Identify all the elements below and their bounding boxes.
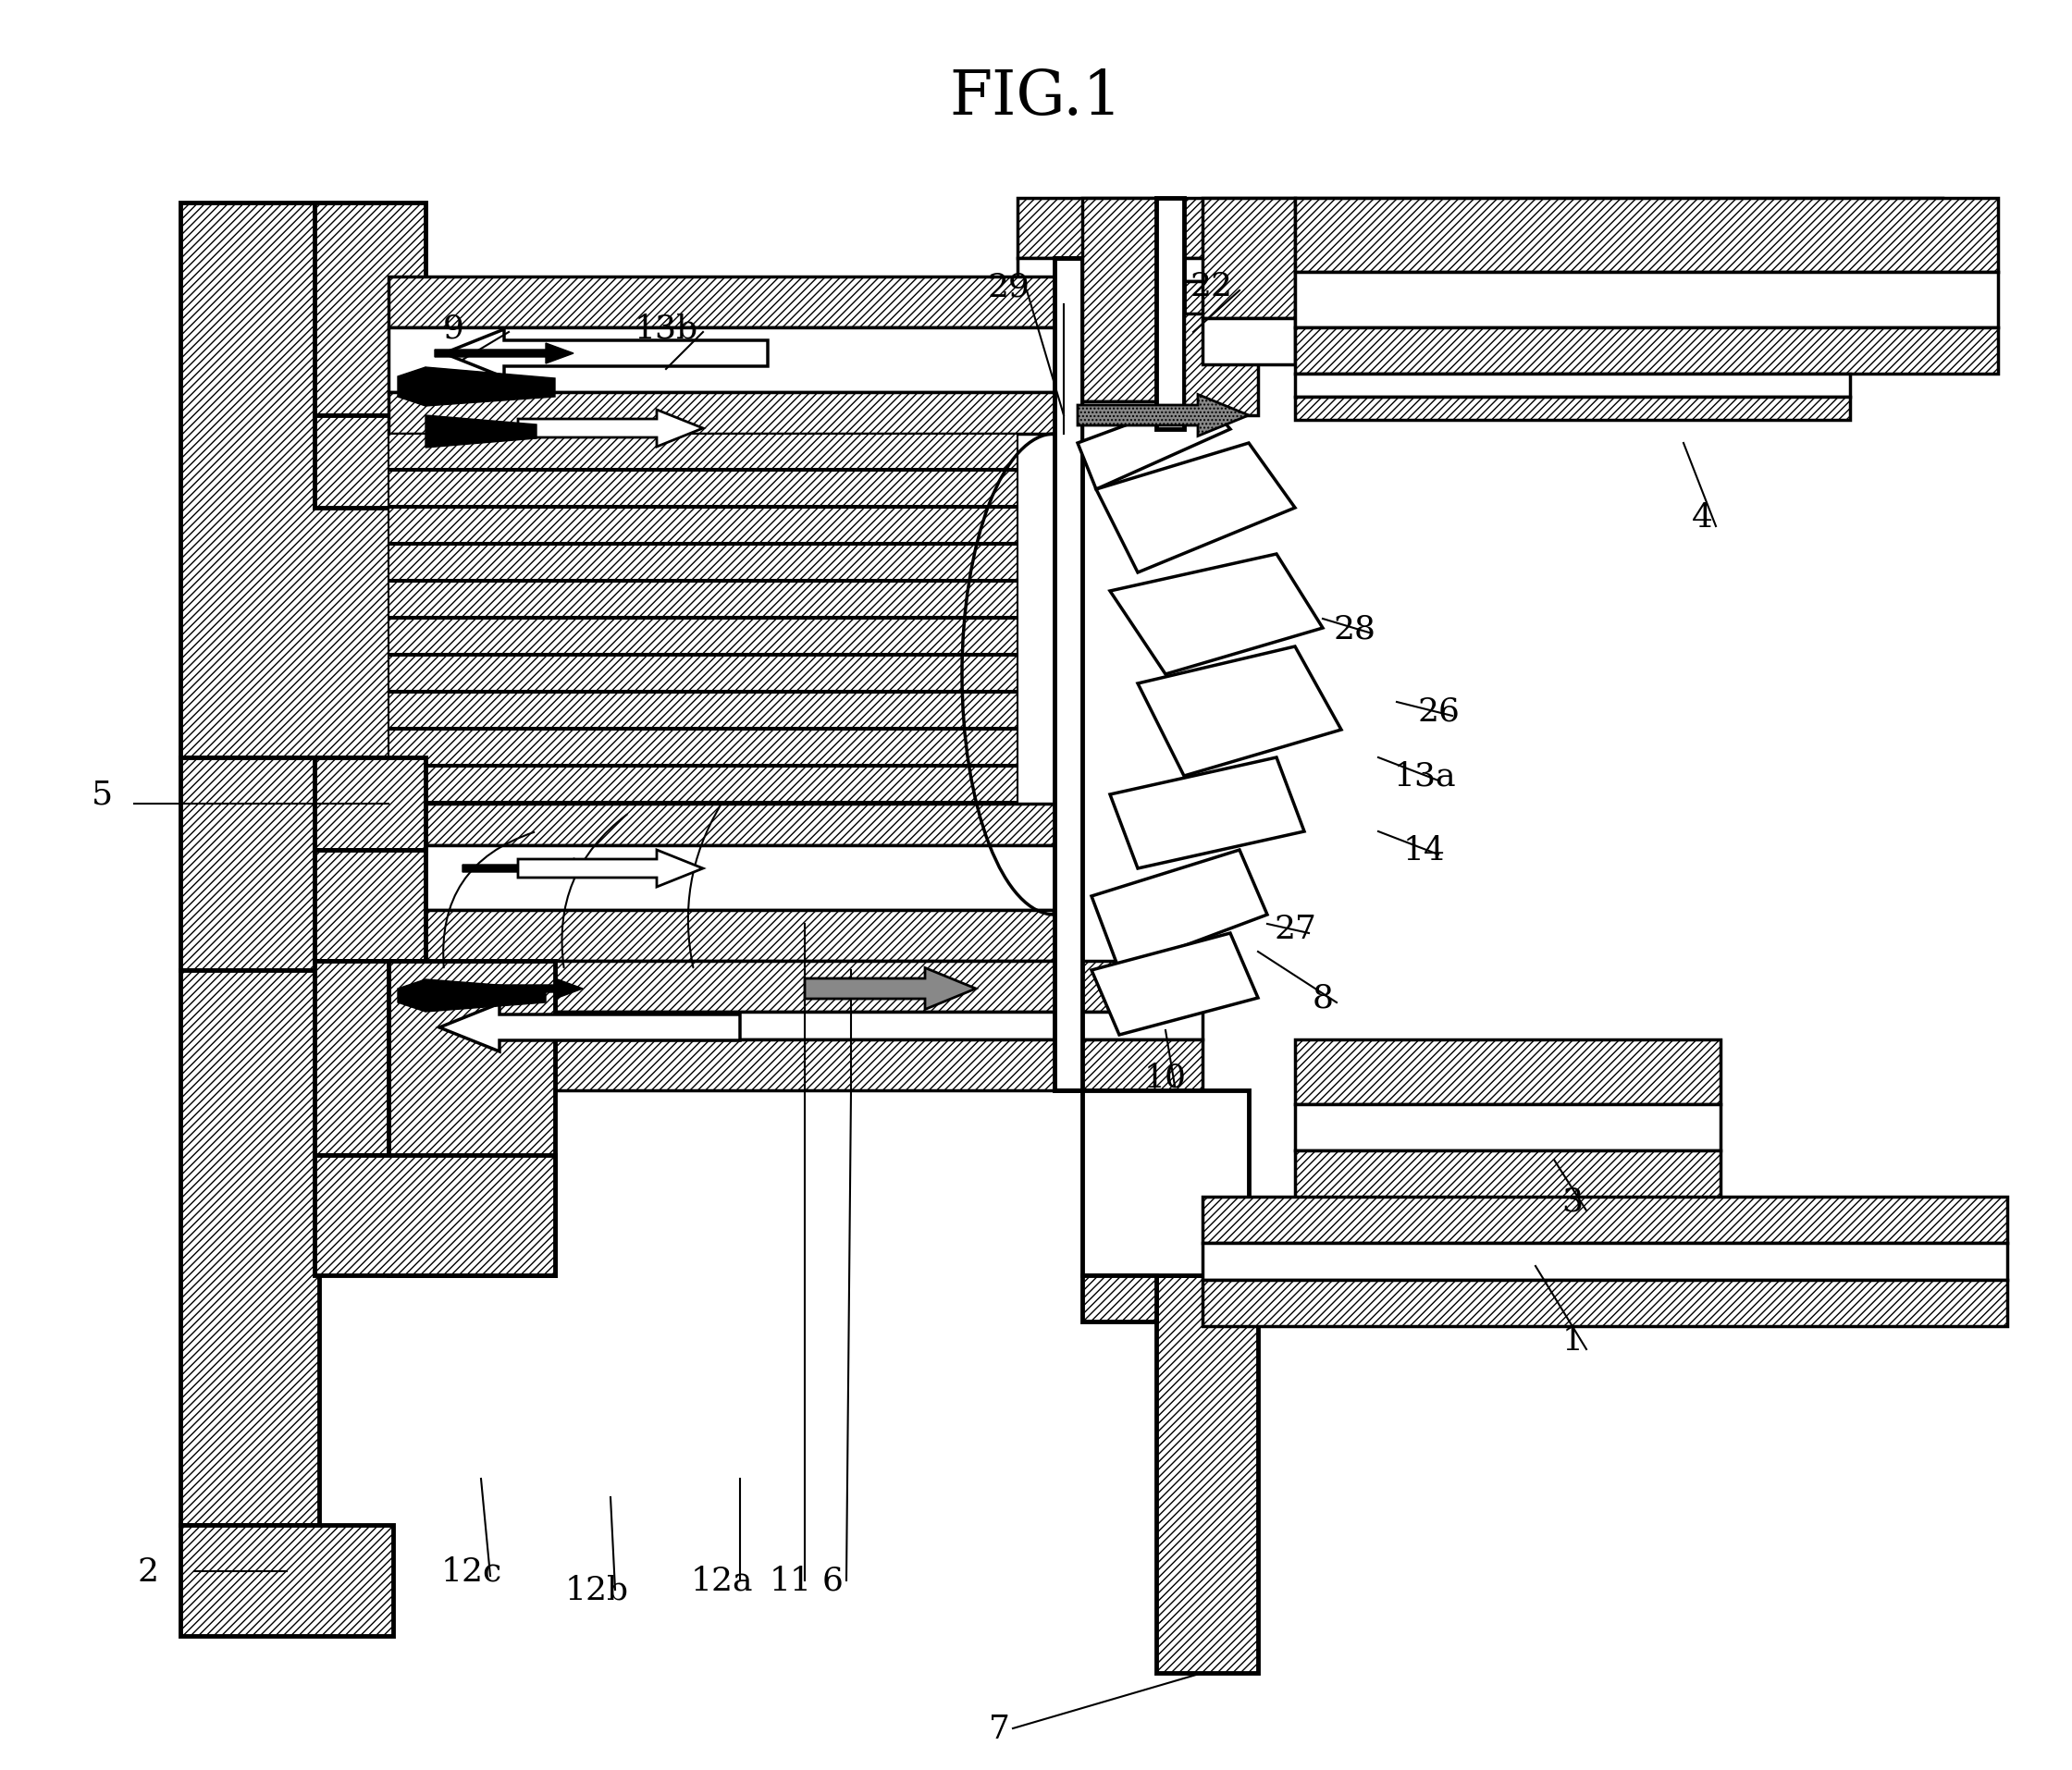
- Bar: [1202, 198, 1295, 319]
- Bar: [1082, 198, 1156, 402]
- Bar: [1295, 273, 1997, 327]
- Text: 3: 3: [1562, 1186, 1583, 1218]
- Text: 26: 26: [1417, 696, 1459, 727]
- Bar: [315, 1156, 555, 1276]
- Bar: [390, 620, 1017, 655]
- Text: 14: 14: [1403, 835, 1446, 866]
- Text: 2: 2: [137, 1556, 160, 1588]
- Bar: [315, 416, 425, 508]
- Bar: [1055, 258, 1082, 1090]
- Bar: [1082, 1276, 1156, 1322]
- Bar: [1295, 398, 1850, 421]
- Text: 7: 7: [988, 1713, 1009, 1743]
- Text: 12a: 12a: [690, 1565, 752, 1597]
- Bar: [1202, 319, 1295, 365]
- Text: 11: 11: [769, 1565, 812, 1597]
- Bar: [390, 731, 1017, 765]
- Bar: [555, 961, 1202, 1012]
- Text: 8: 8: [1312, 982, 1334, 1014]
- Bar: [1295, 327, 1997, 373]
- Bar: [390, 393, 1055, 434]
- Bar: [315, 758, 425, 850]
- Text: 12b: 12b: [566, 1574, 628, 1605]
- Bar: [1295, 373, 1850, 398]
- Bar: [390, 694, 1017, 727]
- Polygon shape: [425, 981, 545, 1012]
- Bar: [1082, 402, 1156, 453]
- Text: 22: 22: [1191, 271, 1233, 303]
- FancyArrow shape: [518, 411, 702, 448]
- Bar: [180, 970, 319, 1526]
- Bar: [1295, 1151, 1720, 1216]
- FancyArrow shape: [443, 329, 769, 379]
- Bar: [390, 278, 1055, 327]
- FancyArrow shape: [804, 968, 976, 1009]
- Polygon shape: [1138, 648, 1341, 777]
- Bar: [315, 961, 425, 1156]
- Text: 28: 28: [1334, 612, 1376, 644]
- Text: 1: 1: [1562, 1324, 1583, 1356]
- Text: 4: 4: [1691, 503, 1714, 533]
- Bar: [1202, 1243, 2008, 1280]
- FancyArrow shape: [1077, 395, 1249, 437]
- Text: 10: 10: [1144, 1060, 1187, 1092]
- Bar: [315, 204, 425, 416]
- Bar: [1183, 315, 1258, 416]
- Text: 9: 9: [443, 313, 464, 343]
- FancyArrow shape: [462, 979, 582, 998]
- Bar: [1082, 1090, 1249, 1276]
- Bar: [1202, 1197, 2008, 1243]
- Bar: [1017, 281, 1941, 333]
- Bar: [1017, 198, 1941, 258]
- Bar: [390, 910, 1055, 961]
- Polygon shape: [1092, 933, 1258, 1035]
- Polygon shape: [1077, 398, 1231, 490]
- Bar: [1202, 1280, 2008, 1326]
- Bar: [390, 846, 1055, 910]
- Bar: [390, 766, 1017, 802]
- Polygon shape: [425, 368, 555, 407]
- Bar: [390, 582, 1017, 618]
- Polygon shape: [425, 416, 537, 448]
- Text: 6: 6: [823, 1565, 843, 1597]
- Bar: [555, 1039, 1202, 1090]
- Polygon shape: [1111, 554, 1322, 674]
- Bar: [1295, 1104, 1720, 1151]
- Bar: [315, 850, 425, 961]
- Bar: [1156, 1276, 1258, 1673]
- Polygon shape: [398, 981, 425, 1012]
- Text: 13b: 13b: [634, 313, 698, 343]
- Text: FIG.1: FIG.1: [949, 67, 1123, 127]
- Bar: [390, 327, 1055, 393]
- Bar: [390, 804, 1055, 846]
- FancyArrow shape: [462, 858, 601, 880]
- Bar: [1295, 1039, 1720, 1104]
- Bar: [390, 434, 1017, 469]
- Bar: [1295, 198, 1997, 273]
- Bar: [390, 508, 1017, 543]
- Polygon shape: [1111, 758, 1303, 869]
- Text: 5: 5: [91, 779, 112, 811]
- FancyArrow shape: [435, 343, 574, 365]
- Polygon shape: [1096, 444, 1295, 573]
- Text: 29: 29: [986, 271, 1030, 303]
- Text: 12c: 12c: [441, 1556, 501, 1588]
- Bar: [1017, 258, 1941, 281]
- Text: 27: 27: [1274, 913, 1316, 945]
- Polygon shape: [1092, 850, 1268, 970]
- Bar: [390, 545, 1017, 581]
- Bar: [180, 758, 394, 970]
- Polygon shape: [398, 368, 425, 407]
- Bar: [1156, 198, 1183, 430]
- Bar: [180, 1526, 394, 1635]
- FancyArrow shape: [518, 850, 702, 887]
- FancyArrow shape: [439, 1004, 740, 1051]
- Bar: [390, 657, 1017, 692]
- Bar: [180, 204, 394, 758]
- Bar: [390, 961, 555, 1276]
- Bar: [390, 471, 1017, 506]
- Bar: [555, 1012, 1202, 1039]
- Text: 13a: 13a: [1392, 761, 1457, 793]
